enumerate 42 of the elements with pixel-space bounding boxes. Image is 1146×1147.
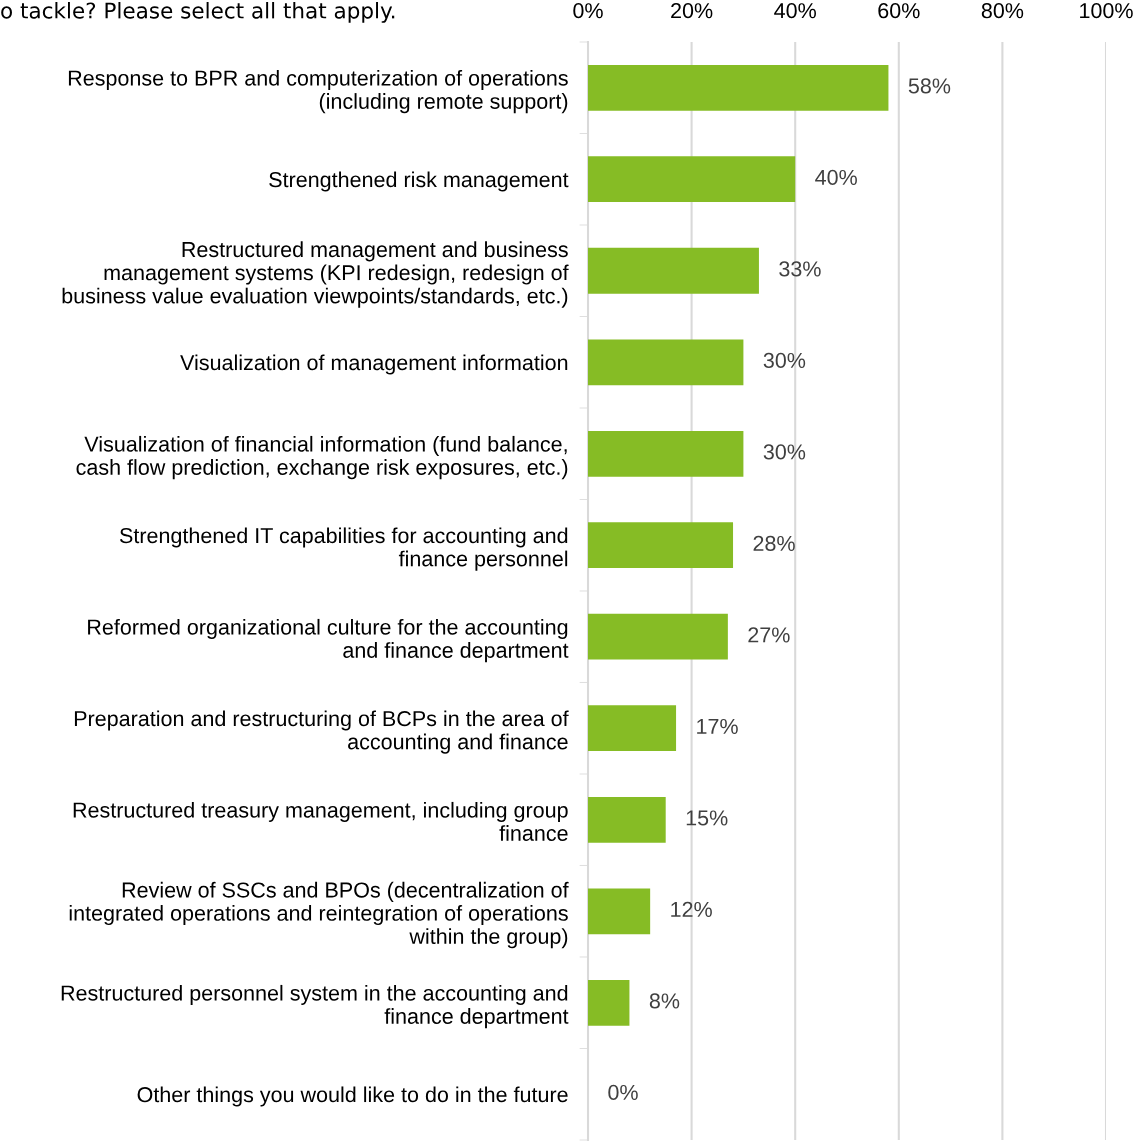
bar: [588, 888, 651, 935]
data-label: 40%: [815, 169, 857, 186]
data-label: 0%: [608, 1084, 638, 1101]
y-tick-label: Restructured management and business management systems (KPI redesign, redesign of business value evaluation viewpoints/standards, etc.): [62, 241, 569, 308]
text: o tackle? Please select all that apply.: [1, 2, 395, 23]
data-label: 30%: [763, 352, 806, 369]
x-tick-label: 0%: [573, 3, 603, 19]
data-label: 12%: [671, 901, 712, 917]
bar: [588, 247, 759, 294]
y-tick-label: Review of SSCs and BPOs (decentralization of integrated operations and reintegration of operations within the group): [69, 881, 569, 949]
x-tick-label: 100%: [1080, 3, 1133, 19]
bar: [588, 796, 666, 843]
data-label: 30%: [763, 444, 806, 460]
bar: [588, 705, 677, 752]
x-tick-label: 40%: [774, 3, 816, 19]
bar: [588, 156, 796, 203]
y-tick-label: Strengthened risk management: [269, 171, 569, 192]
bar: [588, 613, 728, 660]
data-label: 15%: [686, 810, 728, 826]
bar: [588, 522, 734, 569]
data-label: 17%: [697, 718, 738, 734]
y-tick-label: Visualization of financial information (fund balance, cash flow prediction, exchange risk exposures, etc.): [76, 435, 568, 480]
bar: [588, 430, 744, 477]
y-tick-label: Strengthened IT capabilities for accounting and finance personnel: [119, 527, 568, 571]
y-tick-label: Reformed organizational culture for the accounting and finance department: [88, 618, 569, 663]
bar: [588, 64, 889, 111]
x-tick-label: 60%: [878, 3, 920, 19]
bar: [588, 979, 630, 1026]
data-label: 8%: [649, 993, 680, 1009]
x-tick-label: 20%: [671, 3, 713, 19]
y-tick-label: Other things you would like to do in the future: [137, 1086, 568, 1107]
data-label: 27%: [748, 627, 790, 643]
data-label: 58%: [908, 78, 951, 94]
y-tick-label: Restructured treasury management, including group finance: [73, 801, 568, 841]
y-tick-label: Response to BPR and computerization of operations (including remote support): [68, 69, 568, 114]
x-tick-label: 80%: [981, 3, 1024, 19]
y-tick-label: Visualization of management information: [180, 354, 568, 375]
data-label: 33%: [779, 261, 821, 277]
data-label: 28%: [753, 535, 795, 552]
y-tick-label: Preparation and restructuring of BCPs in the area of accounting and finance: [74, 710, 569, 754]
bar: [588, 339, 744, 386]
y-tick-label: Restructured personnel system in the accounting and finance department: [61, 984, 569, 1029]
